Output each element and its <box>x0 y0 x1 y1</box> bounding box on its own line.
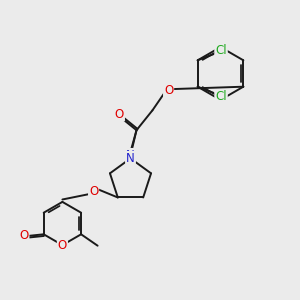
Text: Cl: Cl <box>215 44 227 57</box>
Text: O: O <box>19 229 28 242</box>
Text: O: O <box>164 84 173 97</box>
Text: O: O <box>89 185 98 198</box>
Text: O: O <box>115 107 124 121</box>
Text: N: N <box>126 152 135 165</box>
Text: Cl: Cl <box>215 90 227 103</box>
Text: O: O <box>58 238 67 252</box>
Text: N: N <box>126 149 135 162</box>
